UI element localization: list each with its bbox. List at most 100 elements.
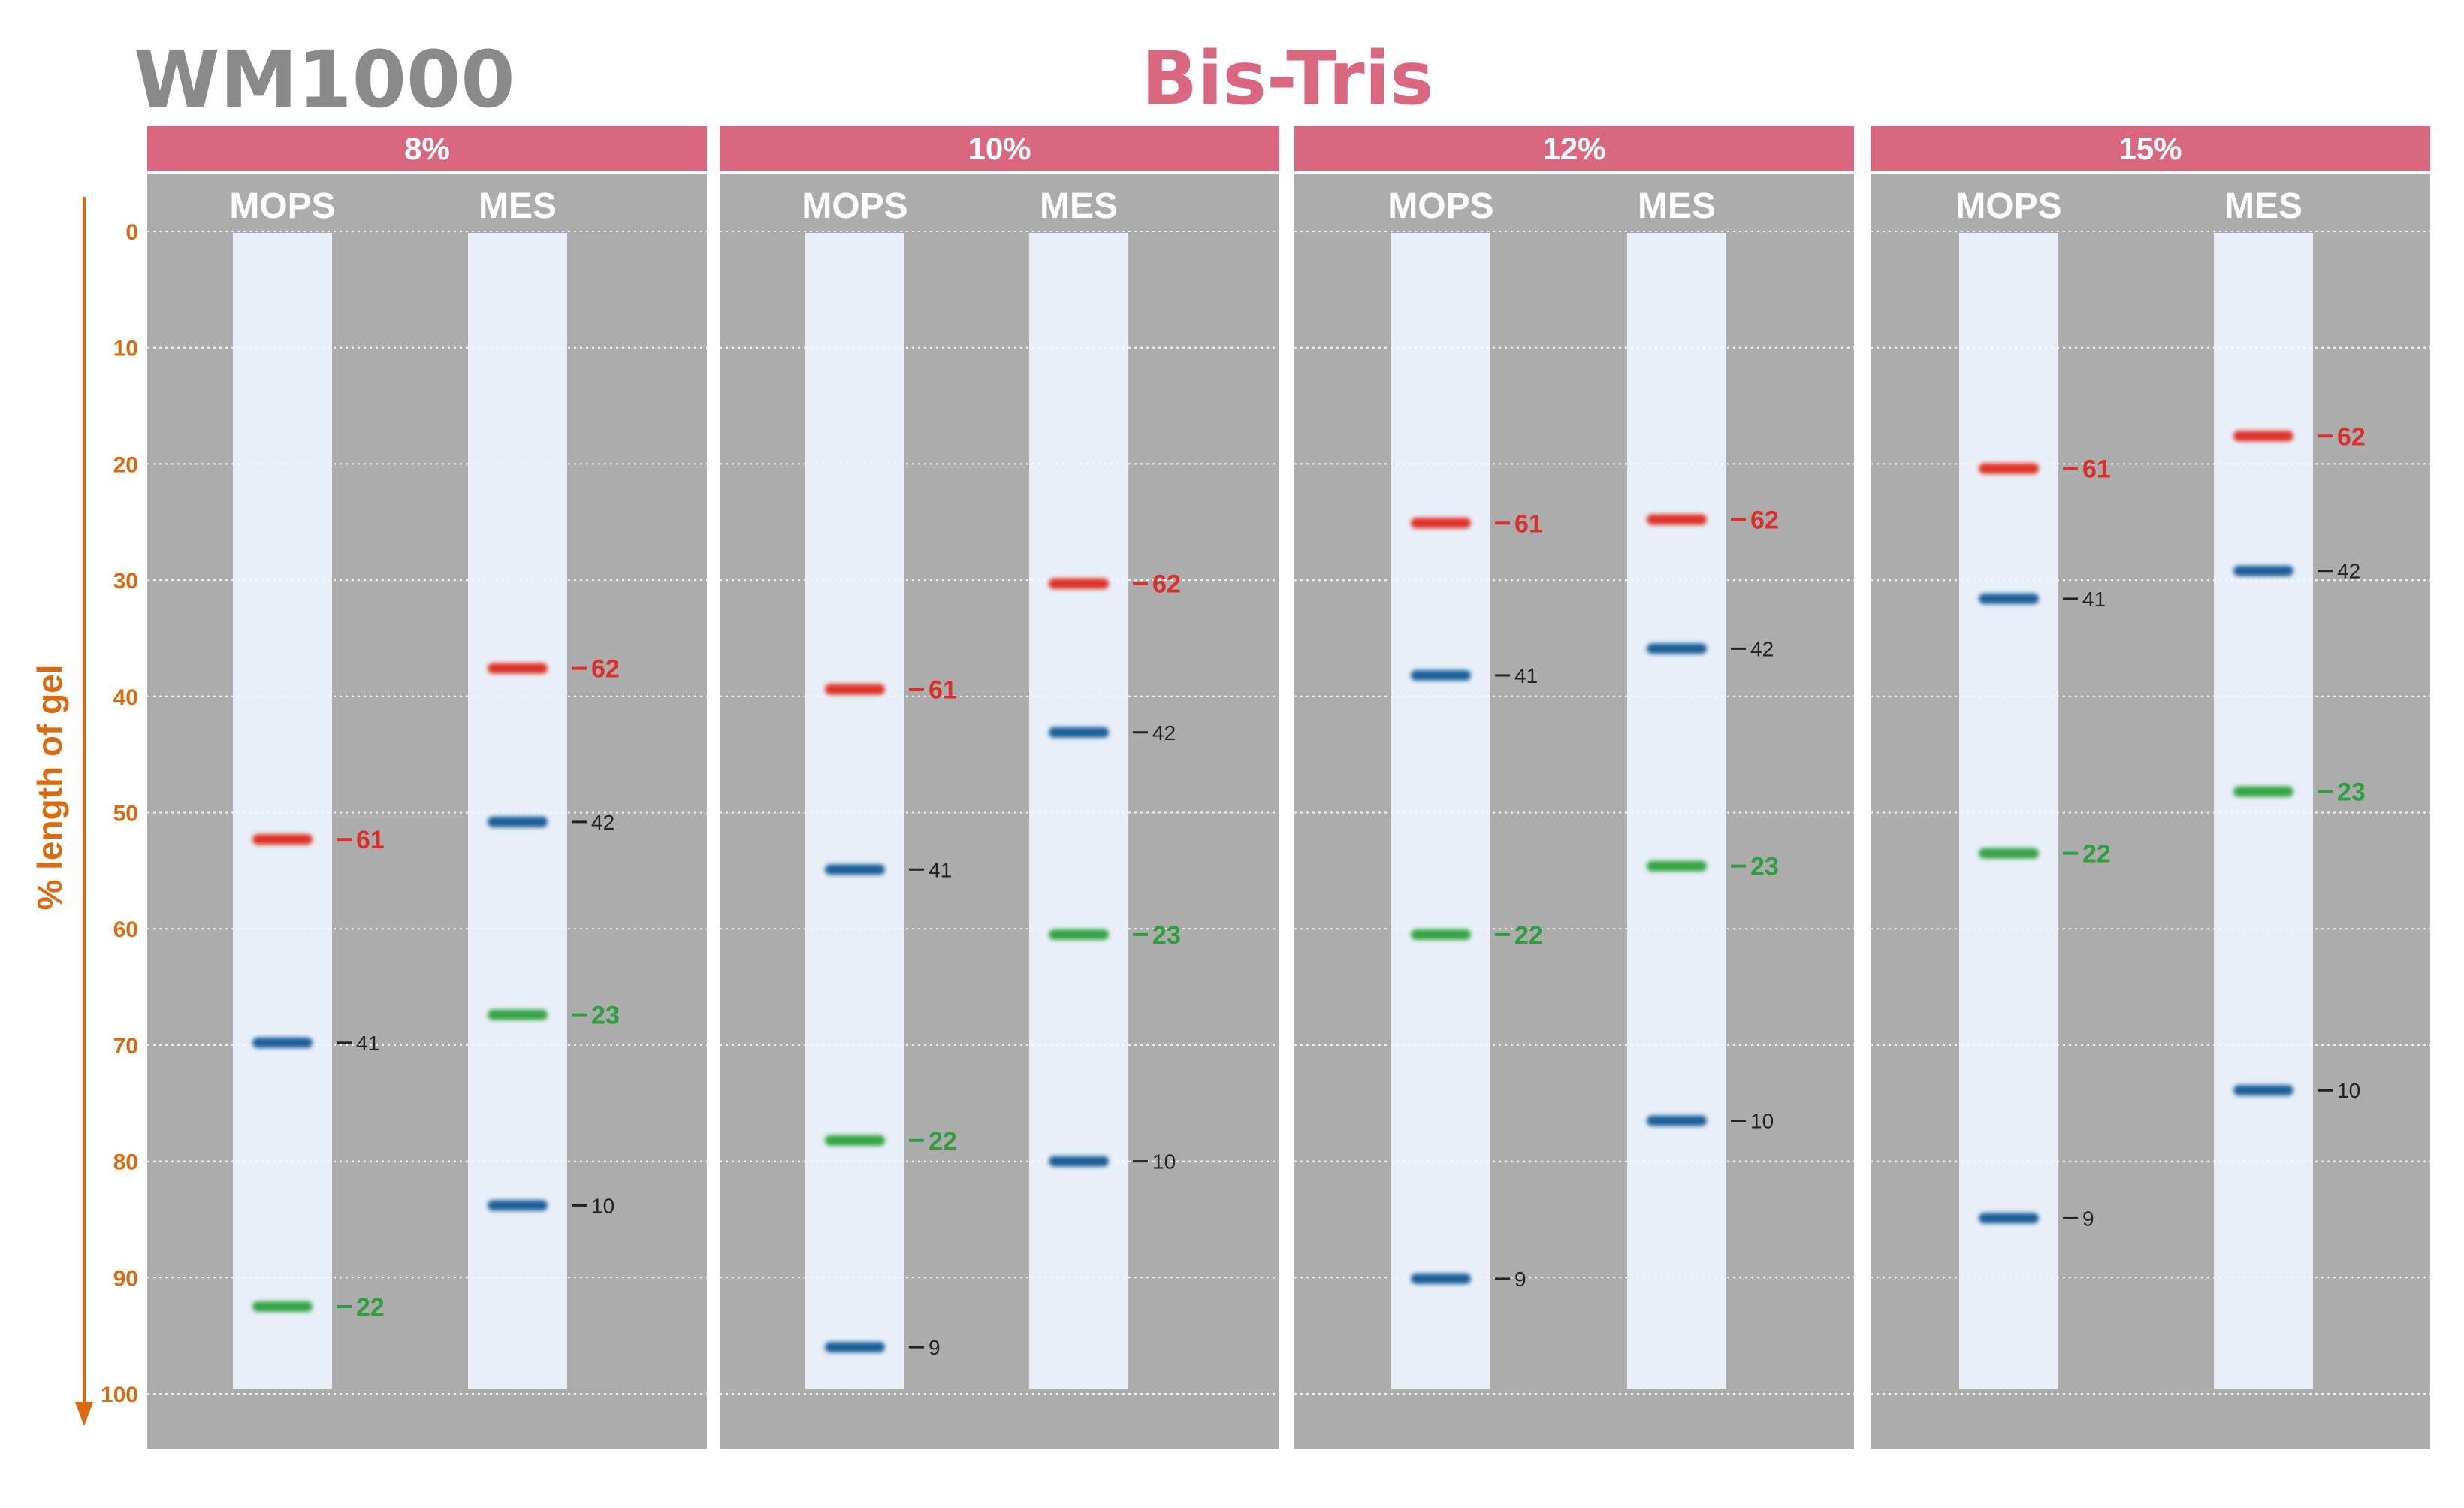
band-label: 41 [929,858,952,881]
panel-header-bg [1294,126,1854,171]
lane-label: MES [479,186,557,226]
y-tick-label: 0 [125,220,138,245]
band [1647,1115,1707,1126]
gel-panels: 8% MOPS MES 10% MOPS MES 12% MOPS MES 15% MOPS MES [147,126,2430,1449]
band-label: 42 [2337,560,2360,583]
lane-strip [1959,233,2058,1389]
panel-header-bg [720,126,1279,171]
band [1049,578,1109,589]
band [488,1200,548,1211]
band-label: 9 [1514,1268,1526,1291]
band [2233,1085,2293,1096]
lane-strip [805,233,904,1389]
y-tick-label: 70 [113,1034,138,1059]
y-tick-label: 100 [101,1383,138,1407]
band [488,1009,548,1020]
band [1411,1273,1471,1284]
band-label: 62 [1152,570,1181,599]
panel-header: 15% [2118,131,2182,166]
y-tick-label: 20 [113,452,138,477]
band [252,834,313,845]
band [825,1342,885,1353]
band [1979,1213,2039,1224]
y-axis-arrow-head [75,1402,93,1426]
lane-strip [233,233,332,1389]
lane-strip [1029,233,1128,1389]
band [1979,463,2039,474]
y-tick-label: 30 [113,569,138,594]
y-tick-label: 50 [113,802,138,827]
y-tick-label: 60 [113,917,138,942]
band-label: 10 [591,1194,614,1217]
band [1979,848,2039,859]
chart-subtitle: Bis-Tris [1141,36,1433,122]
band [825,684,885,695]
band [1049,929,1109,940]
chart-title: WM1000 [134,34,515,125]
band-label: 61 [356,826,385,854]
lane-strip [2214,233,2313,1389]
band [2233,786,2293,797]
panel-header: 12% [1542,131,1605,166]
lane-label: MES [1638,186,1716,226]
panel-header: 8% [404,131,450,166]
y-tick-label: 80 [113,1150,138,1175]
band-label: 22 [356,1293,385,1322]
lane-label: MOPS [229,186,335,226]
band [252,1037,313,1048]
band-label: 42 [591,811,614,834]
band-label: 62 [1750,506,1779,535]
band [1411,518,1471,529]
lane-label: MOPS [1955,186,2061,226]
band-label: 23 [2337,778,2366,807]
panel-header-bg [147,126,707,171]
y-tick-label: 90 [113,1266,138,1291]
band [1647,643,1707,654]
lane-label: MOPS [802,186,907,226]
panel-header-bg [1871,126,2430,171]
band-label: 23 [591,1002,620,1030]
band [2233,565,2293,576]
band [825,864,885,875]
band-label: 22 [929,1127,957,1156]
panel-body [1294,174,1854,1449]
band-label: 41 [356,1032,379,1055]
band [825,1135,885,1146]
y-tick-label: 10 [113,337,138,361]
band-label: 42 [1152,721,1176,745]
y-axis-label: % length of gel [30,664,69,910]
y-axis: 0 10 20 30 40 50 60 70 80 90 100 [75,197,138,1426]
band-label: 61 [2082,455,2111,484]
band-label: 42 [1750,637,1774,660]
band-label: 61 [1514,509,1543,538]
lane-strip [1627,233,1726,1389]
band-label: 23 [1152,921,1181,950]
panel-header: 10% [968,131,1031,166]
band-label: 41 [2082,588,2106,611]
band [1979,593,2039,604]
band-label: 10 [1152,1150,1176,1174]
band [2233,431,2293,442]
band [1647,514,1707,525]
band [488,663,548,674]
band-label: 9 [929,1336,941,1359]
band-label: 22 [1514,921,1543,950]
band [488,816,548,827]
band [1647,860,1707,872]
band [1049,1156,1109,1167]
band-label: 23 [1750,853,1779,881]
bands: 61 41 22 62 42 23 10 61 41 22 9 62 42 23 10 61 41 22 9 62 42… [252,422,2366,1359]
band-label: 22 [2082,840,2111,869]
panel-body [720,174,1279,1449]
band-label: 10 [1750,1109,1774,1132]
band-label: 41 [1514,664,1538,688]
band-label: 9 [2082,1207,2094,1230]
band [1411,669,1471,681]
lane-strip [468,233,567,1389]
band [1049,727,1109,738]
panel-body [1871,174,2430,1449]
y-tick-label: 40 [113,685,138,710]
band [252,1301,313,1312]
band [1411,929,1471,940]
